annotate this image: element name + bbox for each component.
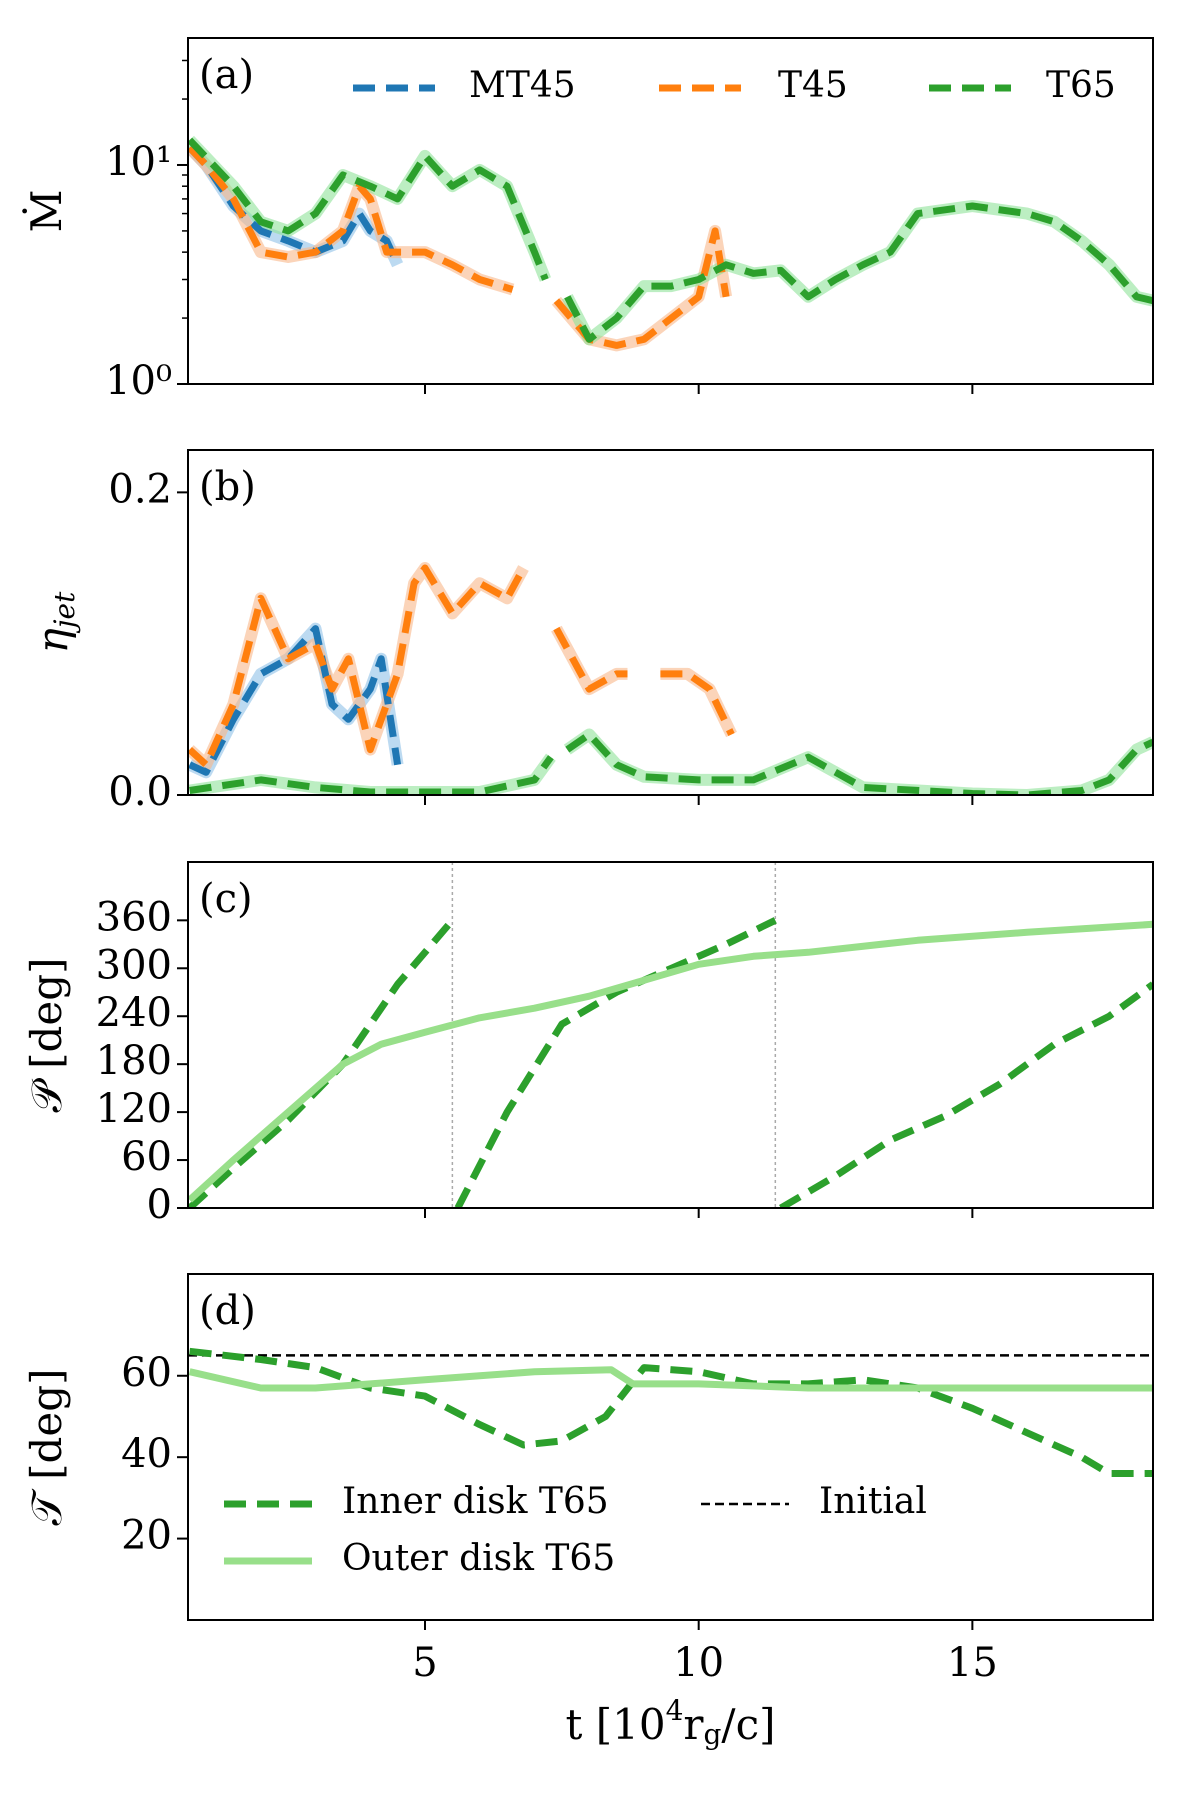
y-tick-label: 10¹ [105,139,172,185]
x-axis-label-part: g [703,1718,721,1751]
plot-area [188,862,1153,1208]
y-tick-label: 60 [121,1134,172,1180]
axes-frame [187,861,1154,1209]
y-tick-label: 40 [121,1431,172,1477]
plot-area [188,562,1153,795]
axes-frame [187,449,1154,796]
x-axis-label-part: t [10 [566,1700,666,1749]
x-tick-label: 5 [412,1640,437,1686]
y-axis-label: 𝒫 [deg] [22,957,71,1112]
y-axis-label-sub: jet [48,591,81,634]
axes-frame [187,1273,1154,1621]
panel-label: (c) [199,876,253,922]
y-tick-label: 240 [96,990,172,1036]
y-tick-label: 180 [96,1038,172,1084]
series-line [188,145,730,349]
legend-label: MT45 [469,65,576,106]
series-line [189,1347,1153,1477]
axes-frame [187,37,1154,385]
x-axis-label-part: /c] [721,1700,775,1749]
x-tick-label: 15 [947,1640,998,1686]
y-axis-label-main: η [28,628,77,653]
x-axis-label-part: r [683,1700,704,1749]
y-tick-label: 360 [96,894,172,940]
y-axis-label: Ṁ [21,189,71,232]
series-line [188,564,735,769]
y-tick-label: 10⁰ [105,358,172,404]
series-line [188,1366,1153,1392]
y-tick-label: 20 [121,1513,172,1559]
y-axis-label: 𝒯 [deg] [22,1369,71,1526]
series-line [189,731,1153,795]
legend-label: Outer disk T65 [342,1538,615,1579]
y-tick-label: 0.2 [108,466,172,512]
panel-label: (b) [199,464,256,510]
x-axis-label: t [104rg/c] [566,1694,776,1751]
legend-label: Inner disk T65 [342,1481,609,1522]
y-tick-label: 120 [96,1086,172,1132]
y-tick-label: 0.0 [108,769,172,815]
series-line [188,137,1153,343]
plot-area [188,1347,1153,1477]
y-axis-label: ηjet [28,591,81,653]
y-tick-label: 300 [96,942,172,988]
legend-label: Initial [819,1481,927,1522]
plot-area [188,135,1153,352]
series-line [188,625,402,776]
panel-label: (d) [199,1288,256,1334]
y-tick-label: 0 [147,1182,172,1228]
series-line [188,917,1153,1208]
y-tick-label: 60 [121,1350,172,1396]
x-axis-label-part: 4 [666,1694,684,1727]
legend-label: T65 [1046,65,1116,106]
series-line [188,920,1153,1203]
legend-label: T45 [778,65,848,106]
panel-label: (a) [199,52,254,98]
x-tick-label: 10 [673,1640,724,1686]
